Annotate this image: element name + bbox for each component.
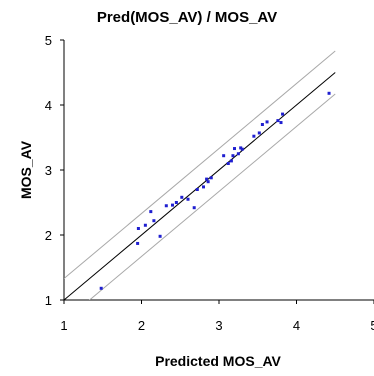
data-point xyxy=(136,227,140,230)
y-tick-label: 5 xyxy=(45,33,52,48)
data-point xyxy=(192,206,196,210)
data-point xyxy=(180,195,184,199)
data-point xyxy=(152,219,156,223)
data-point xyxy=(276,119,280,123)
data-point xyxy=(279,121,283,125)
data-point xyxy=(186,197,190,201)
data-point xyxy=(99,286,103,290)
data-point xyxy=(158,234,162,238)
y-tick-label: 1 xyxy=(45,293,52,308)
x-tick-label: 3 xyxy=(215,318,222,333)
x-axis-title: Predicted MOS_AV xyxy=(155,353,281,369)
data-point xyxy=(149,210,153,214)
chart-title: Pred(MOS_AV) / MOS_AV xyxy=(97,9,277,26)
data-point xyxy=(222,154,226,158)
data-point xyxy=(209,176,213,180)
data-point xyxy=(260,123,264,126)
data-point xyxy=(143,223,147,227)
y-tick-label: 2 xyxy=(45,228,52,243)
data-point xyxy=(206,180,210,184)
data-point xyxy=(240,147,244,151)
data-point xyxy=(171,203,174,207)
data-point xyxy=(229,159,233,163)
x-tick-label: 5 xyxy=(370,318,374,333)
fit-line xyxy=(64,72,336,300)
plot-area: 1 2 3 4 5 1 2 3 4 5 xyxy=(45,33,374,333)
data-point xyxy=(195,188,199,191)
x-tick-label: 4 xyxy=(293,318,300,333)
x-tick-label: 1 xyxy=(60,318,67,333)
data-point xyxy=(236,152,240,156)
y-tick-label: 3 xyxy=(45,163,52,178)
data-point xyxy=(205,177,209,181)
y-axis-title: MOS_AV xyxy=(18,140,34,199)
y-tick-label: 4 xyxy=(45,98,52,113)
data-point xyxy=(136,241,140,245)
data-point xyxy=(226,162,230,165)
data-point xyxy=(281,112,285,116)
data-point xyxy=(231,154,235,158)
data-point xyxy=(257,131,261,135)
x-tick-label: 2 xyxy=(138,318,145,333)
data-point xyxy=(252,134,256,138)
data-point xyxy=(265,120,269,124)
data-point xyxy=(164,204,168,208)
band-line xyxy=(64,50,336,279)
data-point xyxy=(239,146,243,150)
data-point xyxy=(233,147,236,151)
band-line xyxy=(88,93,336,300)
data-point xyxy=(202,185,205,189)
data-point xyxy=(174,201,178,204)
data-point xyxy=(327,91,331,95)
